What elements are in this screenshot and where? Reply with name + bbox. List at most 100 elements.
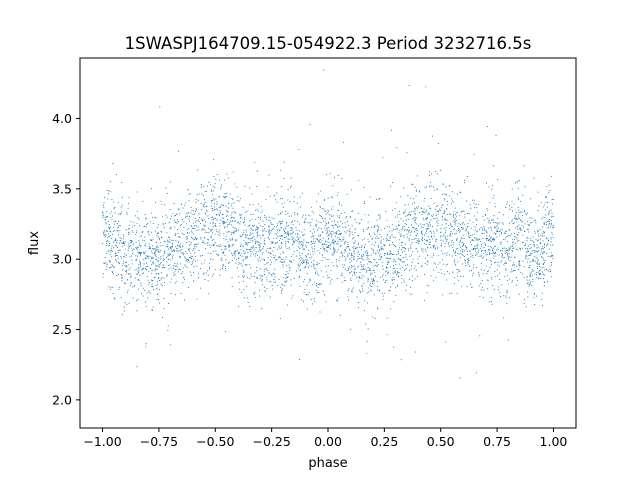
data-point <box>424 242 426 245</box>
data-point <box>539 238 541 240</box>
data-point <box>297 221 299 223</box>
data-point <box>337 191 339 193</box>
data-point <box>174 214 176 216</box>
data-point <box>299 240 301 242</box>
data-point <box>406 229 409 231</box>
data-point <box>332 254 334 256</box>
data-point <box>297 238 299 240</box>
data-point <box>232 171 234 173</box>
data-point <box>268 238 270 240</box>
data-point <box>536 257 538 259</box>
data-point <box>333 253 335 255</box>
data-point <box>155 250 157 252</box>
data-point <box>384 244 386 246</box>
data-point <box>542 240 544 242</box>
x-axis: −1.00 −0.75 −0.50 −0.25 0.00 0.25 0.50 0.75 1.00 <box>83 428 567 449</box>
data-point <box>241 292 243 294</box>
data-point <box>179 269 181 271</box>
data-point <box>252 246 254 248</box>
data-point <box>117 225 119 227</box>
data-point <box>260 277 262 279</box>
data-point <box>260 250 262 252</box>
data-point <box>199 222 202 224</box>
data-point <box>537 262 539 264</box>
data-point <box>461 223 463 225</box>
data-point <box>264 243 266 245</box>
data-point <box>342 266 344 269</box>
data-point <box>471 239 473 241</box>
data-point <box>149 292 151 294</box>
data-point <box>143 253 145 255</box>
data-point <box>212 185 214 187</box>
data-point <box>197 199 199 201</box>
data-point <box>452 228 454 230</box>
data-point <box>341 223 343 225</box>
data-point <box>446 204 449 206</box>
data-point <box>506 203 508 205</box>
data-point <box>529 266 531 268</box>
data-point <box>295 240 297 242</box>
data-point <box>378 249 380 251</box>
data-point <box>347 225 349 227</box>
data-point <box>135 246 137 248</box>
data-point <box>398 224 400 226</box>
data-point <box>138 240 140 242</box>
data-point <box>439 209 441 212</box>
data-point <box>226 210 228 212</box>
data-point <box>337 209 339 211</box>
data-point <box>328 214 330 216</box>
data-point <box>476 247 478 249</box>
data-point <box>108 193 110 195</box>
data-point <box>425 218 427 220</box>
data-point <box>157 246 159 248</box>
data-point <box>391 234 393 236</box>
data-point <box>247 237 249 239</box>
data-point <box>430 225 432 227</box>
data-point <box>413 202 415 204</box>
data-point <box>260 212 262 214</box>
data-point <box>218 195 220 197</box>
data-point <box>105 262 107 264</box>
data-point <box>103 202 105 204</box>
data-point <box>359 278 361 280</box>
data-point <box>548 226 550 228</box>
data-point <box>459 214 461 216</box>
data-point <box>273 195 276 197</box>
data-point <box>308 265 310 267</box>
data-point <box>545 214 547 216</box>
data-point <box>255 247 257 249</box>
data-point <box>493 232 495 234</box>
data-point <box>200 184 203 186</box>
data-point <box>116 275 118 277</box>
data-point <box>449 227 451 230</box>
data-point <box>177 271 179 273</box>
data-point <box>436 230 438 232</box>
data-point <box>459 276 462 278</box>
data-point <box>542 278 544 280</box>
data-point <box>484 243 486 245</box>
data-point <box>495 233 497 235</box>
data-point <box>399 230 401 232</box>
data-point <box>319 206 321 208</box>
data-point <box>472 256 474 258</box>
data-point <box>281 222 283 224</box>
data-point <box>322 248 325 250</box>
data-point <box>152 262 154 264</box>
data-point <box>290 229 292 231</box>
data-point <box>412 203 414 205</box>
data-point <box>283 237 285 239</box>
data-point <box>135 300 137 302</box>
data-point <box>145 258 147 260</box>
data-point <box>347 289 349 292</box>
data-point <box>102 214 104 216</box>
data-point <box>280 186 282 188</box>
data-point <box>138 279 140 281</box>
data-point <box>137 246 139 248</box>
data-point <box>169 181 171 183</box>
data-point <box>550 224 552 226</box>
data-point <box>407 204 409 206</box>
data-point <box>403 247 405 249</box>
data-point <box>477 271 479 273</box>
data-point <box>425 240 427 242</box>
data-point <box>320 228 322 230</box>
